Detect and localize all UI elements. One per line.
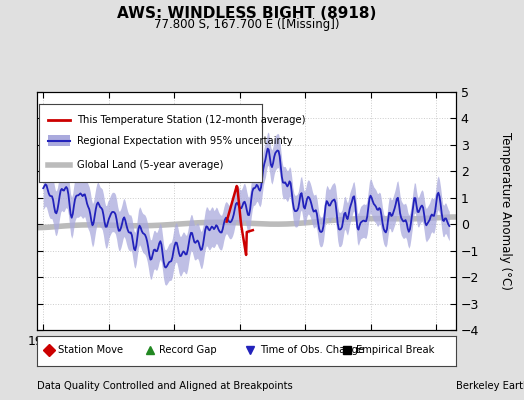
Bar [48, 135, 70, 146]
Text: 77.800 S, 167.700 E ([Missing]): 77.800 S, 167.700 E ([Missing]) [154, 18, 339, 31]
Text: This Temperature Station (12-month average): This Temperature Station (12-month avera… [77, 115, 305, 125]
Text: Data Quality Controlled and Aligned at Breakpoints: Data Quality Controlled and Aligned at B… [37, 381, 292, 391]
Text: Global Land (5-year average): Global Land (5-year average) [77, 160, 224, 170]
Y-axis label: Temperature Anomaly (°C): Temperature Anomaly (°C) [498, 132, 511, 290]
Text: Regional Expectation with 95% uncertainty: Regional Expectation with 95% uncertaint… [77, 136, 293, 146]
Text: AWS: WINDLESS BIGHT (8918): AWS: WINDLESS BIGHT (8918) [117, 6, 376, 21]
Text: Record Gap: Record Gap [159, 345, 217, 355]
Text: Empirical Break: Empirical Break [356, 345, 434, 355]
Text: Time of Obs. Change: Time of Obs. Change [260, 345, 364, 355]
Text: Station Move: Station Move [59, 345, 124, 355]
Text: Berkeley Earth: Berkeley Earth [456, 381, 524, 391]
